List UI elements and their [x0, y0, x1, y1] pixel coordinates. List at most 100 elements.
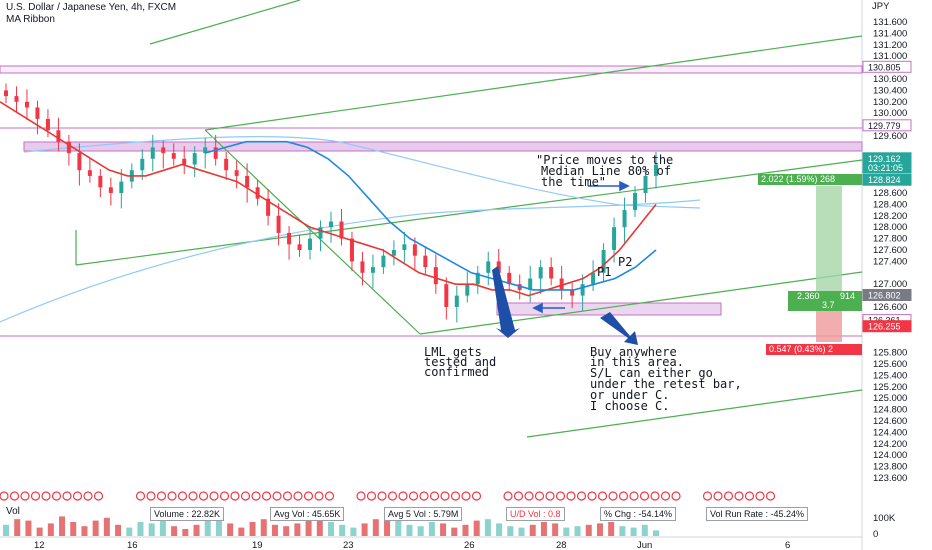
event-marker-icon[interactable] [723, 491, 734, 501]
event-marker-icon[interactable] [240, 491, 251, 501]
event-marker-icon[interactable] [545, 491, 555, 501]
candle [329, 211, 333, 243]
event-marker-icon[interactable] [597, 491, 608, 501]
event-marker-icon[interactable] [251, 491, 261, 501]
event-marker-icon[interactable] [0, 491, 9, 501]
event-marker-icon[interactable] [135, 491, 146, 501]
event-marker-icon[interactable] [566, 491, 576, 501]
volume-bar [328, 522, 334, 536]
ma-long-curve [0, 199, 701, 323]
candle-body [339, 221, 344, 239]
event-marker-icon[interactable] [219, 491, 230, 501]
event-marker-icon[interactable] [702, 491, 713, 501]
event-marker-icon[interactable] [660, 491, 671, 501]
event-marker-icon[interactable] [734, 491, 744, 501]
event-marker-icon[interactable] [177, 491, 188, 501]
fork-handle-line[interactable] [204, 129, 421, 335]
fork-line-top[interactable] [149, 0, 301, 45]
price-tag: 128.824 [862, 173, 912, 186]
event-marker-icon[interactable] [503, 491, 513, 501]
event-marker-icon[interactable] [398, 491, 408, 501]
economic-events-row[interactable] [0, 491, 776, 501]
event-marker-icon[interactable] [671, 491, 681, 501]
event-marker-icon[interactable] [209, 491, 219, 501]
time-label-23: 23 [343, 540, 354, 550]
event-marker-icon[interactable] [324, 491, 335, 501]
event-marker-icon[interactable] [419, 491, 429, 501]
event-marker-icon[interactable] [167, 491, 177, 501]
event-marker-icon[interactable] [62, 491, 72, 501]
fork-warning-line[interactable] [526, 389, 863, 438]
event-marker-icon[interactable] [20, 491, 30, 501]
event-marker-icon[interactable] [713, 491, 723, 501]
event-marker-icon[interactable] [9, 491, 20, 501]
event-marker-icon[interactable] [293, 491, 303, 501]
event-marker-icon[interactable] [440, 491, 450, 501]
stop-zone[interactable] [816, 306, 842, 342]
event-marker-icon[interactable] [156, 491, 167, 501]
fork-median-line[interactable] [75, 159, 863, 266]
event-marker-icon[interactable] [356, 491, 366, 501]
time-axis[interactable]: 12 16 19 23 26 28 Jun 6 [34, 540, 790, 550]
resistance-zone-130[interactable] [23, 141, 863, 152]
event-marker-icon[interactable] [83, 491, 93, 501]
event-marker-icon[interactable] [408, 491, 419, 501]
event-marker-icon[interactable] [534, 491, 545, 501]
event-marker-icon[interactable] [429, 491, 440, 501]
event-marker-icon[interactable] [587, 491, 597, 501]
event-marker-icon[interactable] [146, 491, 156, 501]
event-marker-icon[interactable] [303, 491, 314, 501]
price-tick: 131.400 [873, 28, 907, 39]
event-marker-icon[interactable] [461, 491, 471, 501]
volume-label[interactable]: Vol [6, 506, 20, 517]
event-marker-icon[interactable] [524, 491, 534, 501]
indicator-label[interactable]: MA Ribbon [6, 14, 55, 25]
event-marker-icon[interactable] [471, 491, 482, 501]
event-marker-icon[interactable] [198, 491, 209, 501]
volume-bar [630, 527, 637, 536]
event-marker-icon[interactable] [639, 491, 650, 501]
event-marker-icon[interactable] [755, 491, 765, 501]
pitchfork-lines[interactable] [75, 0, 863, 438]
event-marker-icon[interactable] [72, 491, 83, 501]
resistance-zone-top[interactable] [0, 65, 863, 74]
event-marker-icon[interactable] [650, 491, 660, 501]
event-marker-icon[interactable] [377, 491, 387, 501]
event-marker-icon[interactable] [261, 491, 272, 501]
event-marker-icon[interactable] [188, 491, 198, 501]
event-marker-icon[interactable] [41, 491, 51, 501]
event-marker-icon[interactable] [93, 491, 104, 501]
event-marker-icon[interactable] [629, 491, 639, 501]
candle-body [370, 267, 375, 273]
candle-body [108, 187, 113, 193]
target-zone[interactable] [816, 186, 842, 306]
event-marker-icon[interactable] [618, 491, 629, 501]
event-marker-icon[interactable] [744, 491, 755, 501]
event-marker-icon[interactable] [272, 491, 282, 501]
event-marker-icon[interactable] [608, 491, 618, 501]
candle-series [4, 83, 658, 323]
event-marker-icon[interactable] [30, 491, 41, 501]
event-marker-icon[interactable] [765, 491, 776, 501]
volume-bar [406, 524, 413, 536]
symbol-title[interactable]: U.S. Dollar / Japanese Yen, 4h, FXCM [6, 2, 177, 13]
event-marker-icon[interactable] [51, 491, 62, 501]
event-marker-icon[interactable] [230, 491, 240, 501]
event-marker-icon[interactable] [282, 491, 293, 501]
event-marker-icon[interactable] [387, 491, 398, 501]
candle-body [255, 187, 260, 199]
event-marker-icon[interactable] [576, 491, 587, 501]
price-tag: 129.779 [862, 119, 912, 132]
event-marker-icon[interactable] [513, 491, 524, 501]
candle-body [245, 175, 250, 188]
volume-bar [115, 524, 122, 536]
event-marker-icon[interactable] [366, 491, 377, 501]
event-marker-icon[interactable] [314, 491, 324, 501]
fork-lower-line[interactable] [419, 271, 863, 335]
event-marker-icon[interactable] [555, 491, 566, 501]
event-marker-icon[interactable] [450, 491, 461, 501]
fork-upper-line[interactable] [204, 35, 863, 131]
